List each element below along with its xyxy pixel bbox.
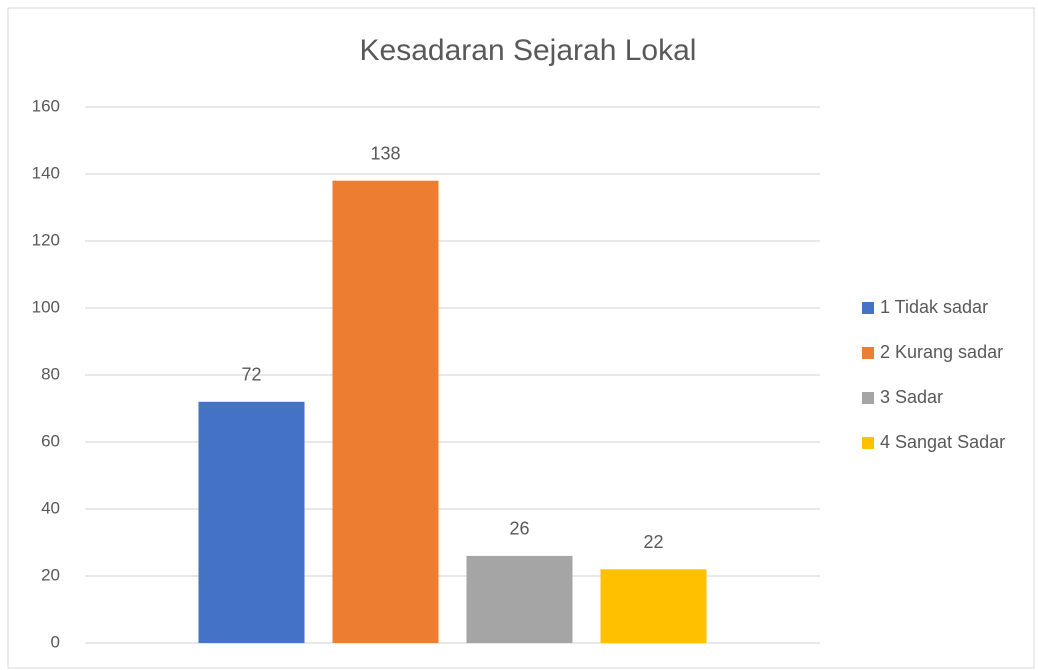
data-label: 138 <box>370 143 400 163</box>
legend-swatch <box>862 392 874 404</box>
y-tick-label: 80 <box>41 364 60 383</box>
y-tick-label: 40 <box>41 498 60 517</box>
y-tick-label: 20 <box>41 565 60 584</box>
y-tick-label: 120 <box>32 230 60 249</box>
legend-label: 2 Kurang sadar <box>880 342 1003 362</box>
y-tick-label: 60 <box>41 431 60 450</box>
chart-title: Kesadaran Sejarah Lokal <box>360 34 697 67</box>
legend-swatch <box>862 437 874 449</box>
legend-swatch <box>862 302 874 314</box>
legend-label: 4 Sangat Sadar <box>880 432 1005 452</box>
y-tick-label: 0 <box>51 632 60 651</box>
bar <box>332 180 439 643</box>
bar <box>198 401 305 643</box>
legend-label: 3 Sadar <box>880 387 943 407</box>
y-tick-label: 140 <box>32 163 60 182</box>
legend-swatch <box>862 347 874 359</box>
y-tick-label: 100 <box>32 297 60 316</box>
legend-label: 1 Tidak sadar <box>880 297 988 317</box>
bar <box>600 569 707 643</box>
data-label: 72 <box>241 365 261 385</box>
bar <box>466 555 573 643</box>
y-tick-label: 160 <box>32 96 60 115</box>
data-label: 22 <box>643 532 663 552</box>
data-label: 26 <box>509 519 529 539</box>
